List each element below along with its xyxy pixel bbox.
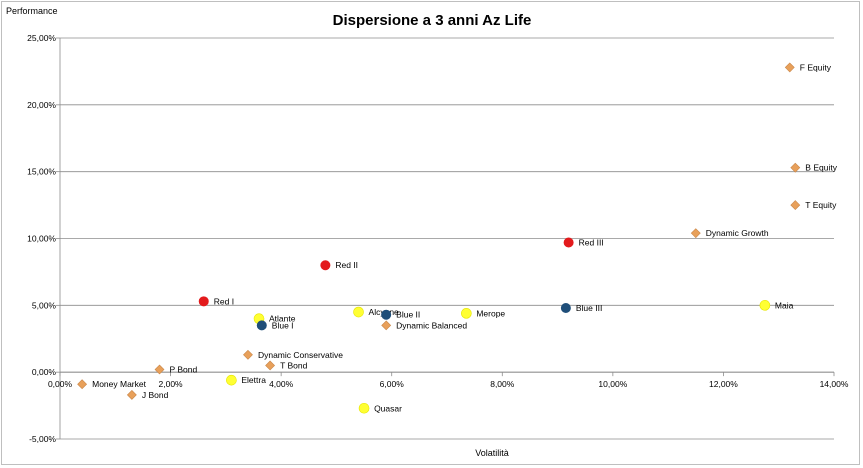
point-marker — [784, 62, 795, 73]
y-tick-label: 0,00% — [32, 367, 57, 377]
y-tick-label: 10,00% — [27, 234, 56, 244]
x-tick-label: 4,00% — [269, 379, 294, 389]
point-label: Blue I — [272, 320, 294, 330]
x-tick-label: 10,00% — [598, 379, 627, 389]
point-marker — [358, 402, 370, 414]
point-marker — [790, 162, 801, 173]
point-marker — [126, 389, 137, 400]
point-marker — [256, 320, 267, 331]
point-label: Dynamic Growth — [706, 228, 769, 238]
point-label: B Equity — [805, 163, 837, 173]
point-marker — [154, 364, 165, 375]
x-tick-label: 6,00% — [380, 379, 405, 389]
point-marker — [198, 296, 209, 307]
point-label: Atlante — [269, 314, 296, 324]
point-marker — [381, 309, 392, 320]
y-tick-label: 25,00% — [27, 33, 56, 43]
x-tick-label: 14,00% — [820, 379, 849, 389]
point-marker — [560, 303, 571, 314]
point-label: Dynamic Balanced — [396, 320, 467, 330]
y-tick-label: 15,00% — [27, 167, 56, 177]
point-label: Blue III — [576, 303, 602, 313]
point-marker — [461, 308, 472, 319]
chart-title: Dispersione a 3 anni Az Life — [333, 12, 532, 29]
point-label: T Bond — [280, 360, 308, 370]
y-tick-label: -5,00% — [29, 434, 56, 444]
x-axis-label: Volatilità — [475, 448, 509, 458]
point-label: F Equity — [800, 62, 832, 72]
point-label: Merope — [476, 308, 505, 318]
x-tick-label: 2,00% — [159, 379, 184, 389]
point-marker — [381, 320, 392, 331]
point-marker — [563, 237, 574, 248]
point-label: Red III — [579, 238, 604, 248]
point-label: Maia — [775, 300, 794, 310]
point-label: Elettra — [241, 375, 266, 385]
x-tick-label: 8,00% — [490, 379, 515, 389]
point-label: Red I — [214, 296, 234, 306]
point-marker — [265, 360, 276, 371]
point-label: P Bond — [170, 364, 198, 374]
point-label: Money Market — [92, 379, 146, 389]
point-marker — [77, 379, 88, 390]
x-tick-label: 0,00% — [48, 379, 73, 389]
y-tick-label: 20,00% — [27, 100, 56, 110]
point-marker — [320, 260, 331, 271]
x-tick-label: 12,00% — [709, 379, 738, 389]
point-label: Dynamic Conservative — [258, 350, 343, 360]
point-marker — [690, 228, 701, 239]
point-marker — [243, 349, 253, 360]
y-tick-label: 5,00% — [32, 300, 57, 310]
point-marker — [353, 306, 364, 318]
point-label: T Equity — [805, 200, 837, 210]
point-label: Blue II — [396, 310, 420, 320]
y-axis-label: Performance — [6, 6, 58, 16]
axes — [56, 37, 835, 440]
point-marker — [759, 300, 771, 311]
point-marker — [790, 200, 801, 211]
point-marker — [226, 374, 237, 386]
point-label: J Bond — [142, 390, 169, 400]
point-label: Quasar — [374, 403, 402, 413]
data-points: F Equity B Equity T Equity Dynamic Growth Dy… — [77, 62, 838, 414]
point-label: Red II — [335, 260, 358, 270]
tick-labels: -5,00% 0,00% 5,00% 10,00% 15,00% 20,00% 25,00%… — [27, 33, 849, 444]
